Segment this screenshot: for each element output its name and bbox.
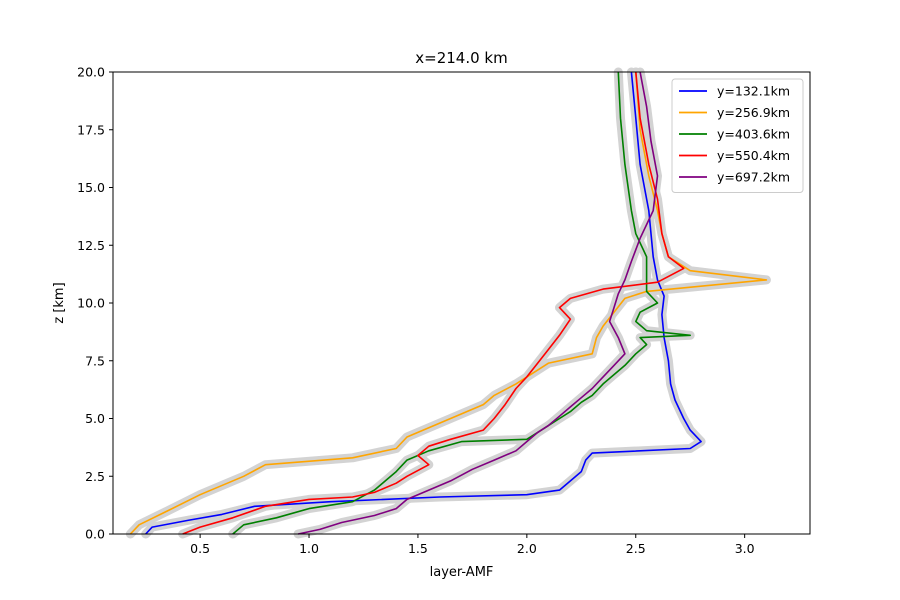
y-tick-label: 17.5: [77, 122, 105, 137]
y-tick-label: 7.5: [85, 353, 105, 368]
chart-title: x=214.0 km: [415, 49, 507, 67]
series-line-4: [297, 71, 659, 535]
x-axis-ticks: 0.5 1.0 1.5 2.0 2.5 3.0: [190, 534, 755, 556]
y-tick-label: 5.0: [85, 411, 105, 426]
x-tick-label: 1.5: [408, 541, 428, 556]
legend-entry: y=256.9km: [717, 105, 790, 120]
series-line-1: [129, 71, 768, 535]
x-tick-label: 2.5: [626, 541, 646, 556]
y-tick-label: 15.0: [77, 180, 105, 195]
legend-entry: y=550.4km: [717, 148, 790, 163]
y-tick-label: 12.5: [77, 238, 105, 253]
uncertainty-bands: [125, 67, 771, 539]
y-tick-label: 2.5: [85, 469, 105, 484]
series-lines: [129, 71, 768, 535]
y-tick-label: 10.0: [77, 296, 105, 311]
x-tick-label: 2.0: [517, 541, 537, 556]
uncertainty-band-4: [293, 67, 662, 539]
x-tick-label: 0.5: [190, 541, 210, 556]
legend: y=132.1km y=256.9km y=403.6km y=550.4km y=69…: [671, 78, 804, 193]
legend-entry: y=403.6km: [717, 127, 790, 142]
uncertainty-band-1: [125, 67, 771, 539]
x-axis-label: layer-AMF: [430, 565, 494, 580]
y-tick-label: 0.0: [85, 527, 105, 542]
y-axis-label: z [km]: [52, 282, 67, 323]
y-tick-label: 20.0: [77, 65, 105, 80]
legend-box: [671, 78, 804, 193]
legend-entry: y=697.2km: [717, 170, 790, 185]
x-tick-label: 1.0: [299, 541, 319, 556]
series-line-0: [145, 71, 702, 535]
legend-entry: y=132.1km: [717, 84, 790, 99]
x-tick-label: 3.0: [735, 541, 755, 556]
series-line-2: [232, 71, 692, 535]
y-axis-ticks: 0.0 2.5 5.0 7.5 10.0 12.5 15.0 17.5 20.0: [77, 65, 113, 542]
series-line-3: [182, 71, 685, 535]
